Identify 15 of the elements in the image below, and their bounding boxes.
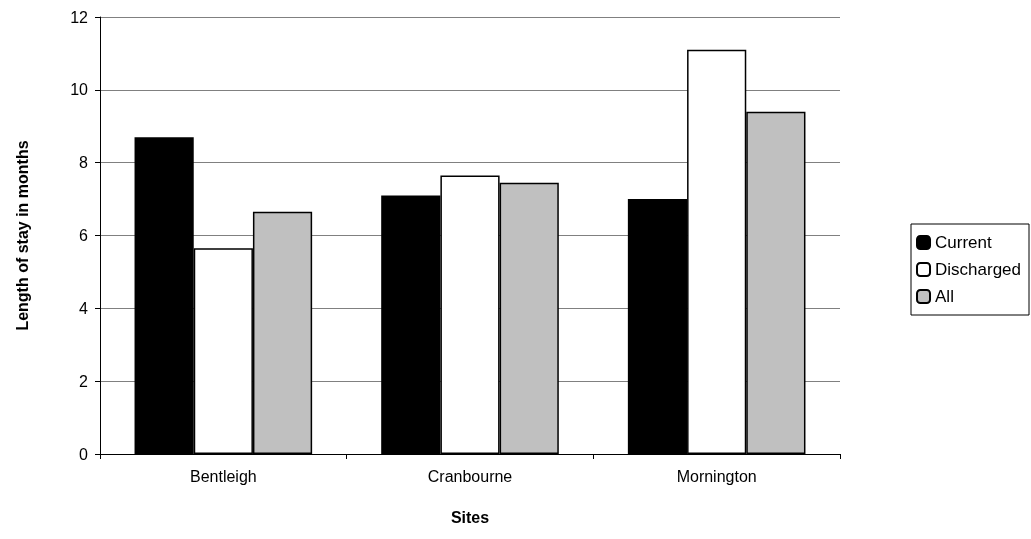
legend-label: Current bbox=[935, 233, 992, 252]
y-tick-label: 12 bbox=[70, 8, 89, 26]
x-tick-label: Cranbourne bbox=[427, 467, 513, 485]
y-tick-label: 6 bbox=[79, 227, 89, 244]
legend-label: Discharged bbox=[935, 260, 1022, 279]
y-tick-label: 0 bbox=[79, 445, 89, 463]
x-tick-label: Bentleigh bbox=[189, 467, 257, 485]
legend-label: All bbox=[935, 287, 954, 306]
x-axis-title: Sites bbox=[450, 508, 490, 526]
y-tick-label: 8 bbox=[79, 154, 89, 172]
x-tick-label: Mornington bbox=[676, 467, 757, 485]
y-tick-label: 2 bbox=[79, 372, 89, 390]
y-axis-title: Length of stay in months bbox=[13, 140, 31, 331]
y-tick-label: 4 bbox=[79, 299, 89, 317]
y-tick-label: 10 bbox=[70, 81, 89, 99]
